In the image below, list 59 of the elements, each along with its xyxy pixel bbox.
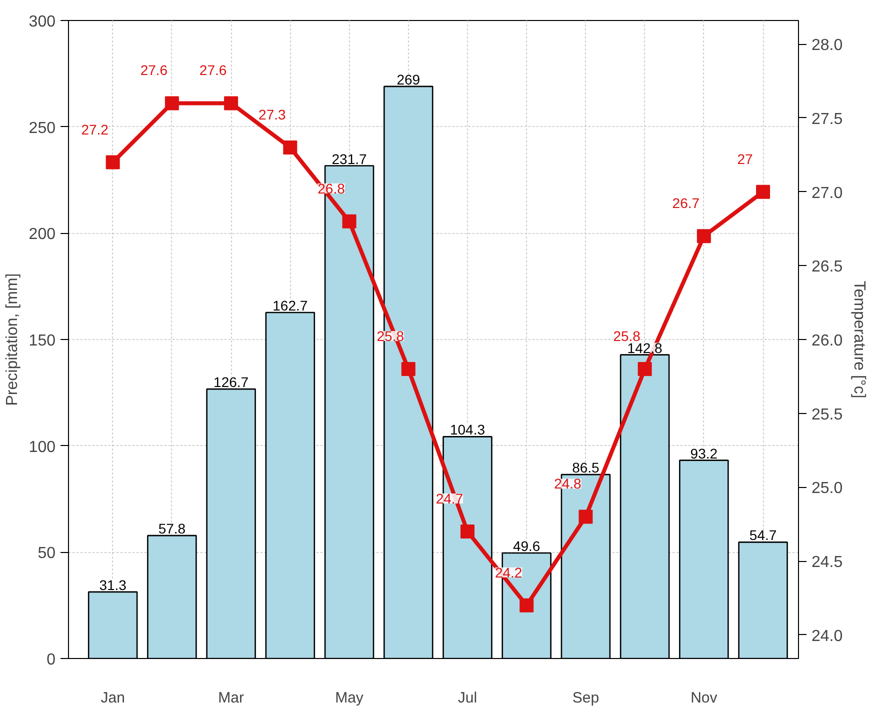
y-tick-label: 250 xyxy=(28,120,56,137)
data-label: 27.2 xyxy=(81,121,109,138)
data-label: 27 xyxy=(737,150,754,167)
point xyxy=(164,96,179,110)
data-label: 27.3 xyxy=(258,106,286,123)
data-label: 162.7 xyxy=(272,297,308,314)
point xyxy=(520,598,534,612)
data-label: 231.7 xyxy=(332,150,367,167)
y2-tick-label: 25.0 xyxy=(812,480,843,498)
y-tick-label: 50 xyxy=(38,545,56,562)
y2-axis-title: Temperature [°c] xyxy=(850,280,868,398)
y2-tick-label: 24.5 xyxy=(812,554,843,572)
point xyxy=(224,96,238,110)
x-tick-label: Nov xyxy=(690,690,718,706)
data-label: 142.8 xyxy=(627,340,663,356)
y2-tick-label: 26.0 xyxy=(812,332,843,350)
x-tick-label: May xyxy=(335,690,364,706)
data-label: 49.6 xyxy=(512,538,540,554)
y2-tick-label: 26.5 xyxy=(812,258,843,276)
x-tick-label: Mar xyxy=(218,690,244,706)
y-tick-label: 0 xyxy=(46,652,56,668)
data-label: 31.3 xyxy=(99,576,127,593)
point xyxy=(283,140,298,155)
data-label: 57.8 xyxy=(158,520,186,537)
y2-tick-label: 27.0 xyxy=(812,184,843,202)
y2-tick-label: 24.0 xyxy=(812,628,843,645)
data-label: 126.7 xyxy=(214,374,249,390)
data-label: 104.3 xyxy=(450,422,486,438)
data-label: 269 xyxy=(396,71,420,88)
point xyxy=(578,510,593,524)
data-label: 27.6 xyxy=(199,62,227,78)
data-label: 24.2 xyxy=(494,564,522,580)
y2-tick-label: 27.5 xyxy=(812,110,843,128)
y-tick-label: 150 xyxy=(28,332,56,350)
x-tick-label: Jul xyxy=(458,690,478,706)
point xyxy=(756,184,770,199)
point xyxy=(106,155,120,170)
data-label: 54.7 xyxy=(749,527,777,544)
data-label: 86.5 xyxy=(572,460,600,476)
data-label: 24.7 xyxy=(436,490,464,506)
data-label: 26.8 xyxy=(318,180,346,196)
y2-tick-label: 25.5 xyxy=(812,406,843,424)
point xyxy=(696,229,711,244)
point xyxy=(401,362,416,376)
point xyxy=(342,214,356,228)
y-tick-label: 300 xyxy=(28,14,56,30)
point xyxy=(460,524,474,538)
y-tick-label: 100 xyxy=(28,438,56,456)
x-tick-label: Jan xyxy=(100,690,125,706)
y-tick-label: 200 xyxy=(28,226,56,244)
data-label: 25.8 xyxy=(376,328,404,344)
data-label: 24.8 xyxy=(554,476,582,492)
point xyxy=(638,362,652,376)
x-tick-label: Sep xyxy=(572,690,600,706)
data-label: 26.7 xyxy=(672,195,700,212)
y-axis-title: Precipitation, [mm] xyxy=(4,273,21,406)
y2-tick-label: 28.0 xyxy=(812,37,843,54)
data-label: 27.6 xyxy=(140,62,168,78)
data-label: 93.2 xyxy=(690,445,718,462)
